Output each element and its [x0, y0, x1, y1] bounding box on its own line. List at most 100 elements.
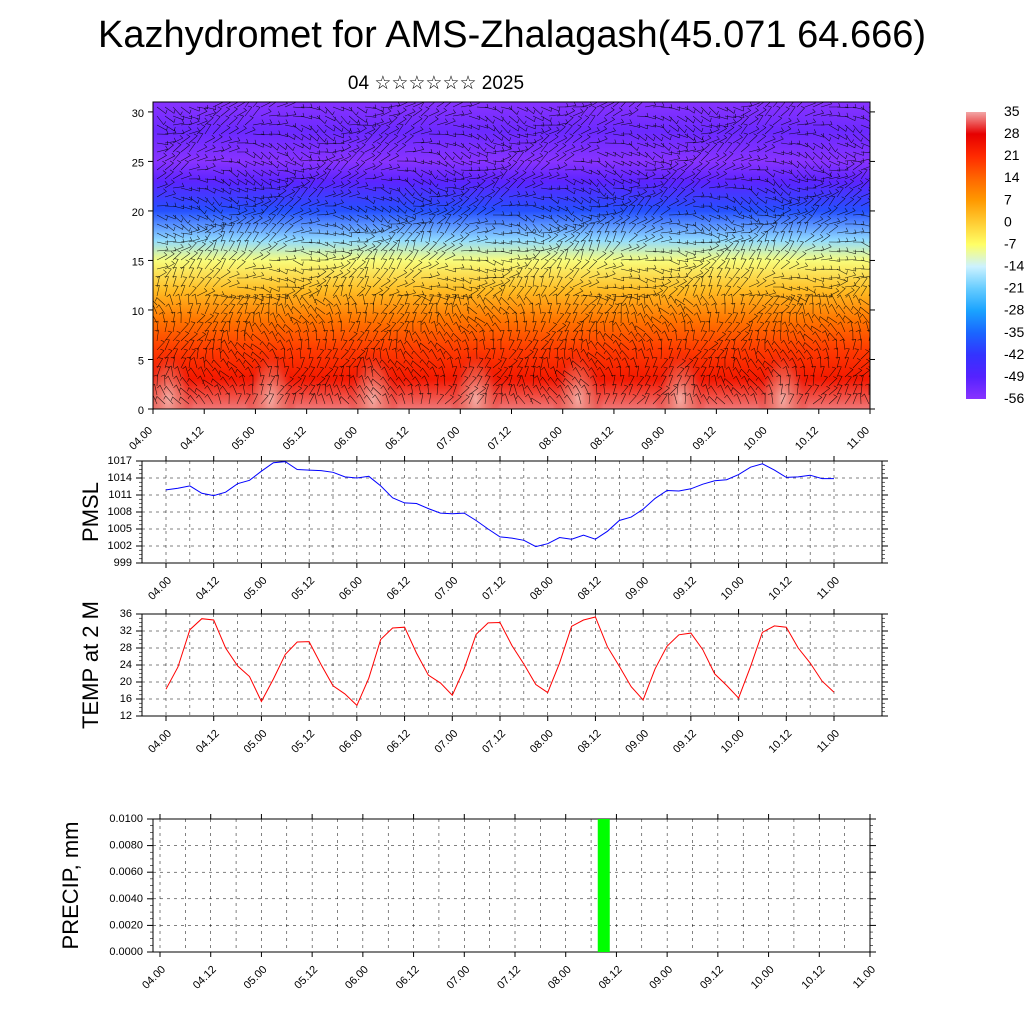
- colorbar-label: -35: [1004, 324, 1024, 340]
- xtick-label: 08.00: [528, 575, 556, 603]
- xtick-label: 05.00: [242, 575, 270, 603]
- xtick-label: 05.12: [289, 575, 317, 603]
- colorbar-label: 7: [1004, 191, 1012, 207]
- ytick-label: 28: [120, 642, 132, 654]
- xtick-label: 05.12: [292, 964, 320, 992]
- ytick-label: 20: [120, 676, 132, 688]
- precip-panel: 0.0000 0.0020 0.0040 0.0060 0.0080 0.0100 04.0…: [58, 813, 878, 992]
- xtick-label: 08.12: [576, 575, 604, 603]
- colorbar-label: -28: [1004, 302, 1024, 318]
- ytick-label: 1008: [108, 506, 132, 518]
- xtick-label: 09.12: [671, 575, 699, 603]
- xtick-label: 06.00: [337, 728, 365, 756]
- xtick-label: 11.00: [815, 728, 842, 755]
- xtick-label: 10.12: [799, 964, 827, 992]
- ytick-label: 0.0080: [109, 840, 143, 852]
- cs-ytick-label: 10: [132, 306, 144, 318]
- cs-xtick-label: 06.00: [332, 425, 360, 453]
- ytick-label: 1005: [108, 523, 132, 535]
- ytick-label: 1014: [108, 472, 132, 484]
- precip-bar: [597, 819, 610, 952]
- ytick-label: 0.0000: [109, 946, 143, 958]
- temperature-colorbar: 35 28 21 14 7 0 -7 -14 -21 -28 -35 -42 -49 -56: [966, 103, 1024, 406]
- heat-blob-0: [153, 349, 195, 409]
- xtick-label: 07.00: [432, 728, 460, 756]
- pmsl-line: [165, 461, 834, 548]
- xtick-label: 08.12: [576, 728, 604, 756]
- colorbar-label: 21: [1004, 147, 1020, 163]
- xtick-label: 07.12: [480, 728, 508, 756]
- cs-xtick-label: 09.00: [639, 425, 667, 453]
- cs-xtick-label: 07.00: [434, 425, 462, 453]
- xtick-label: 06.12: [385, 728, 413, 756]
- ytick-label: 0.0040: [109, 893, 143, 905]
- ytick-label: 1002: [108, 540, 132, 552]
- xtick-label: 09.00: [623, 728, 651, 756]
- xtick-label: 11.00: [851, 964, 878, 991]
- xtick-label: 04.12: [194, 575, 222, 603]
- chart-subtitle: 04 ☆☆☆☆☆☆ 2025: [347, 73, 525, 94]
- ytick-label: 0.0020: [109, 919, 143, 931]
- cs-xtick-label: 04.00: [127, 425, 155, 453]
- xtick-label: 06.00: [337, 575, 365, 603]
- xtick-label: 05.00: [242, 728, 270, 756]
- xtick-label: 05.12: [289, 728, 317, 756]
- xtick-label: 06.12: [385, 575, 413, 603]
- heat-blob-3: [449, 349, 502, 409]
- colorbar-label: 35: [1004, 103, 1020, 119]
- cs-xtick-label: 08.00: [537, 425, 565, 453]
- xtick-label: 08.00: [546, 964, 574, 992]
- cs-ytick-label: 30: [132, 108, 144, 120]
- ytick-label: 1011: [108, 489, 132, 501]
- pmsl-panel: 999 1002 1005 1008 1011 1014 1017 04.00 04.12 05.…: [78, 455, 888, 603]
- surface-heat-blobs: [153, 349, 809, 409]
- ytick-label: 36: [120, 608, 132, 620]
- xtick-label: 07.12: [495, 964, 523, 992]
- colorbar-label: -21: [1004, 280, 1024, 296]
- xtick-label: 10.12: [766, 575, 794, 603]
- cs-xtick-label: 05.12: [281, 425, 309, 453]
- xtick-label: 04.00: [146, 575, 174, 603]
- xtick-label: 09.12: [698, 964, 726, 992]
- xtick-label: 08.12: [597, 964, 625, 992]
- colorbar-label: -56: [1004, 390, 1024, 406]
- wind-barbs: [153, 102, 870, 405]
- xtick-label: 09.00: [647, 964, 675, 992]
- ytick-label: 16: [120, 693, 132, 705]
- cs-xtick-label: 06.12: [383, 425, 411, 453]
- cs-xtick-label: 11.00: [845, 425, 872, 452]
- xtick-label: 04.12: [191, 964, 219, 992]
- temp-line: [165, 616, 835, 707]
- ytick-label: 999: [114, 557, 132, 569]
- cross-section-panel: 0 5 10 15 20 25 30 04.00 04.12 05.00 05.12 06.00 06.…: [127, 101, 875, 453]
- chart-title: Kazhydromet for AMS-Zhalagash(45.071 64.…: [97, 14, 927, 56]
- cs-xtick-label: 10.00: [742, 425, 770, 453]
- xtick-label: 10.00: [749, 964, 777, 992]
- xtick-label: 04.12: [194, 728, 222, 756]
- cs-ytick-label: 25: [132, 157, 144, 169]
- cs-xtick-label: 10.12: [793, 425, 821, 453]
- colorbar-label: -42: [1004, 346, 1024, 362]
- colorbar-label: 28: [1004, 125, 1020, 141]
- xtick-label: 10.00: [719, 728, 747, 756]
- temp2m-ylabel: TEMP at 2 M: [78, 601, 103, 729]
- xtick-label: 07.00: [444, 964, 472, 992]
- xtick-label: 07.12: [480, 575, 508, 603]
- xtick-label: 10.00: [719, 575, 747, 603]
- xtick-label: 09.00: [623, 575, 651, 603]
- xtick-label: 10.12: [766, 728, 794, 756]
- colorbar-label: -14: [1004, 258, 1024, 274]
- ytick-label: 0.0060: [109, 866, 143, 878]
- colorbar-label: 14: [1004, 169, 1020, 185]
- ytick-label: 12: [120, 710, 132, 722]
- xtick-label: 06.12: [394, 964, 422, 992]
- cs-xtick-label: 04.12: [178, 425, 206, 453]
- colorbar-gradient: [966, 112, 986, 399]
- colorbar-label: -49: [1004, 368, 1024, 384]
- xtick-label: 05.00: [242, 964, 270, 992]
- cs-ytick-label: 5: [138, 355, 144, 367]
- colorbar-label: -7: [1004, 235, 1017, 251]
- ytick-label: 0.0100: [109, 813, 143, 825]
- heat-blob-2: [347, 349, 400, 409]
